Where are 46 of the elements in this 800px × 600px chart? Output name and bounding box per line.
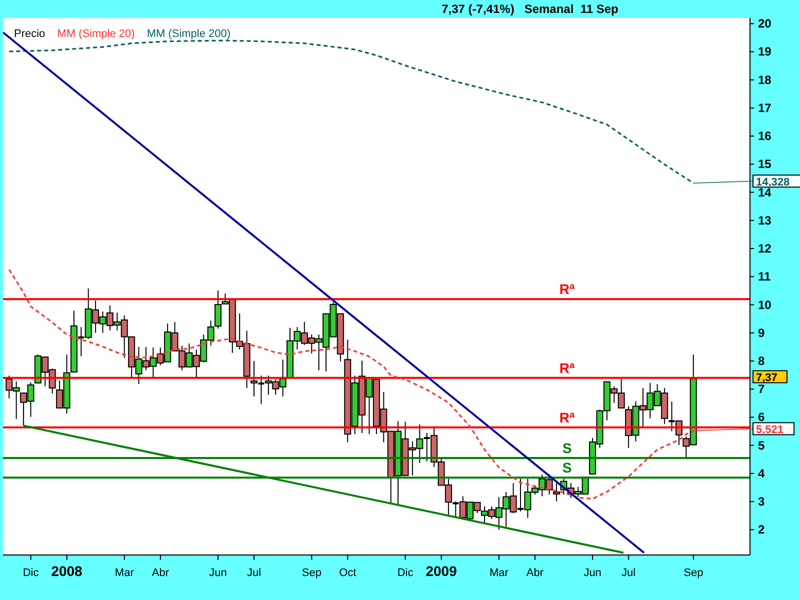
x-tick-label: Mar: [489, 567, 509, 579]
ref-line-label: Rª: [559, 281, 576, 298]
x-tick-label: Jul: [622, 567, 636, 579]
annotation: 5,521: [756, 424, 784, 436]
y-tick-label: 18: [758, 72, 772, 87]
x-tick-label: Abr: [526, 567, 544, 579]
x-tick-label: Mar: [114, 567, 134, 579]
x-tick-label: Abr: [152, 567, 170, 579]
y-tick-label: 20: [758, 16, 772, 31]
y-tick-label: 17: [758, 100, 772, 115]
x-tick-label: Dic: [397, 567, 414, 579]
y-tick-label: 7: [758, 382, 765, 396]
y-tick-label: 16: [758, 129, 772, 144]
x-tick-label: Jun: [584, 567, 602, 579]
x-tick-label: Oct: [339, 567, 356, 579]
y-tick-label: 3: [758, 494, 765, 509]
x-tick-label: Sep: [684, 567, 704, 579]
x-tick-label: 2008: [51, 563, 83, 579]
ref-line-label: S: [562, 440, 572, 456]
text: MM (Simple 20): [57, 28, 135, 40]
y-tick-label: 19: [758, 44, 772, 59]
y-tick-label: 6: [758, 410, 765, 424]
annotation: 14,328: [756, 176, 790, 189]
y-tick-label: 9: [758, 326, 765, 340]
y-tick-label: 13: [758, 213, 772, 228]
series-label: MM (Simple 200): [146, 28, 231, 40]
ref-line-label: Rª: [559, 409, 576, 426]
x-tick-label: Jun: [209, 567, 227, 579]
chart-title: 7,37 (-7,41%) Semanal 11 Sep: [440, 2, 620, 16]
x-tick-label: Jul: [247, 567, 262, 579]
ref-line-label: Rª: [559, 360, 576, 376]
y-tick-label: 12: [758, 242, 772, 256]
ref-line-label: S: [562, 460, 572, 476]
candlestick: [553, 482, 560, 502]
x-tick-label: 2009: [426, 563, 458, 579]
x-tick-label: Dic: [22, 567, 40, 579]
y-tick-label: 2: [758, 522, 765, 537]
text: 7,37: [756, 372, 778, 384]
y-tick-label: 10: [758, 298, 772, 312]
y-tick-label: 8: [758, 354, 765, 368]
y-tick-label: 4: [758, 466, 765, 480]
x-tick-label: Sep: [302, 567, 322, 579]
y-tick-label: 11: [758, 270, 772, 284]
y-tick-label: 15: [758, 157, 772, 172]
y-tick-label: 5: [758, 438, 765, 452]
text: Precio: [14, 28, 46, 40]
